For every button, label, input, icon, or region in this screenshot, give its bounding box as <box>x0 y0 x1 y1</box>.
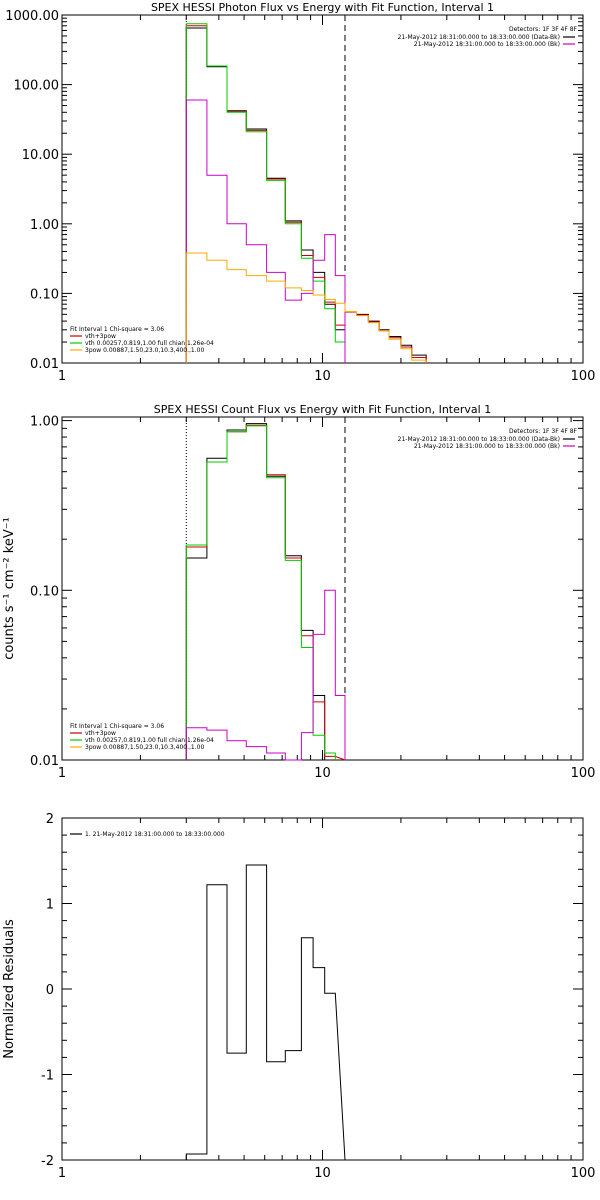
x-tick-label: 10 <box>314 766 331 781</box>
series-3-step-line <box>185 425 336 760</box>
legend-entry: 21-May-2012 18:31:00.000 to 18:33:00.000… <box>414 443 560 450</box>
series-2-step-line <box>185 424 346 761</box>
legend-bottom-left: Fit Interval 1 Chi-square = 3.06vth+3pow… <box>70 326 214 354</box>
series-1-step-line <box>185 27 427 363</box>
y-tick-label: 10.00 <box>22 148 59 163</box>
y-tick-label: 1000.00 <box>5 9 59 24</box>
chart-title: SPEX HESSI Photon Flux vs Energy with Fi… <box>151 1 494 14</box>
plot-frame <box>61 817 584 1161</box>
x-tick-label: 1 <box>58 1166 66 1181</box>
plot-panel-3: 1 10 100 -2 -1 0 1 2 Normalized Residuals 1. 21-M… <box>2 812 595 1181</box>
x-tick-label: 100 <box>571 1166 596 1181</box>
y-tick-label: 1 <box>46 898 54 913</box>
series-2-step-line <box>185 25 427 363</box>
y-tick-label: -1 <box>41 1069 54 1084</box>
x-tick-label: 10 <box>314 1166 331 1181</box>
legend-entry: vth 0.00257,0.819,1.00 full chian 1.26e-… <box>85 737 214 744</box>
y-tick-label: 0.01 <box>30 357 59 372</box>
legend-top-left: 1. 21-May-2012 18:31:00.000 to 18:33:00.… <box>70 831 225 838</box>
legend-bottom-left: Fit Interval 1 Chi-square = 3.06vth+3pow… <box>70 723 214 751</box>
y-tick-label: 2 <box>46 812 54 827</box>
legend-entry: 1. 21-May-2012 18:31:00.000 to 18:33:00.… <box>85 831 225 838</box>
plot-frame <box>61 416 584 761</box>
x-tick-label: 100 <box>571 369 596 384</box>
legend-entry: 21-May-2012 18:31:00.000 to 18:33:00.000… <box>398 436 560 443</box>
y-tick-label: 1.00 <box>30 218 59 233</box>
series-3-step-line <box>185 23 346 363</box>
legend-entry: 3pow 0.00887,1.50,23.0,10.3,400.,1.00 <box>85 744 204 751</box>
x-tick-label: 1 <box>58 369 66 384</box>
legend-entry: vth+3pow <box>85 333 116 340</box>
y-tick-label: 100.00 <box>14 79 60 94</box>
x-tick-label: 10 <box>314 369 331 384</box>
legend-entry: vth 0.00257,0.819,1.00 full chian 1.26e-… <box>85 340 214 347</box>
legend-header: Fit Interval 1 Chi-square = 3.06 <box>70 723 164 730</box>
legend-entry: 3pow 0.00887,1.50,23.0,10.3,400.,1.00 <box>85 347 204 354</box>
series-5-step-line <box>185 252 427 363</box>
legend-entry: 21-May-2012 18:31:00.000 to 18:33:00.000… <box>414 41 560 48</box>
chart-title: SPEX HESSI Count Flux vs Energy with Fit… <box>154 403 491 416</box>
legend-entry: 21-May-2012 18:31:00.000 to 18:33:00.000… <box>398 34 560 41</box>
plot-panel-2: SPEX HESSI Count Flux vs Energy with Fit… <box>2 403 595 781</box>
y-axis-label: Normalized Residuals <box>2 919 17 1059</box>
series-1-step-line <box>185 864 346 1161</box>
x-tick-label: 100 <box>571 766 596 781</box>
y-tick-label: 0.01 <box>30 754 59 769</box>
legend-entry: vth+3pow <box>85 730 116 737</box>
y-tick-label: -2 <box>41 1154 54 1169</box>
x-tick-label: 1 <box>58 766 66 781</box>
y-tick-label: 0.10 <box>30 287 59 302</box>
plot-frame <box>61 14 584 364</box>
series-4-step-line <box>185 589 346 761</box>
plot-panel-1: SPEX HESSI Photon Flux vs Energy with Fi… <box>5 1 595 384</box>
legend-header: Detectors: 1F 3F 4F 8F <box>509 428 578 435</box>
y-tick-label: 1.00 <box>30 415 59 430</box>
series-4-step-line <box>185 99 346 363</box>
legend-header: Detectors: 1F 3F 4F 8F <box>509 26 578 33</box>
series-1-step-line <box>185 423 345 761</box>
y-tick-label: 0.10 <box>30 584 59 599</box>
legend-header: Fit Interval 1 Chi-square = 3.06 <box>70 326 164 333</box>
y-axis-label: counts s⁻¹ cm⁻² keV⁻¹ <box>2 517 17 660</box>
y-tick-label: 0 <box>46 983 54 998</box>
